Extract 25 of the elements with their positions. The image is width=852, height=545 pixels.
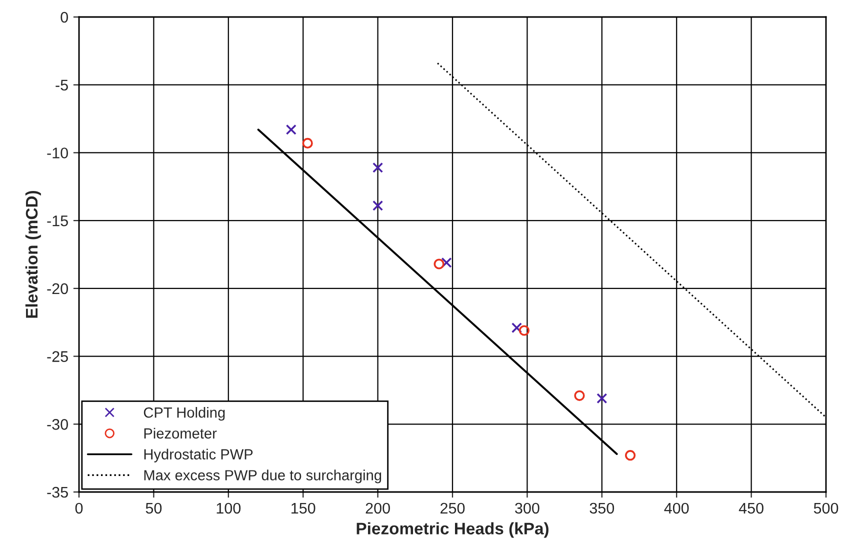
x-tick-label: 150 — [292, 502, 316, 514]
x-tick-label: 350 — [590, 502, 614, 514]
y-tick-label: -10 — [47, 148, 68, 158]
x-tick-label: 100 — [216, 502, 241, 514]
x-tick-label: 450 — [738, 502, 764, 514]
y-tick-label: -25 — [47, 351, 68, 362]
x-tick-label: 400 — [664, 502, 689, 514]
x-axis-title: Piezometric Heads (kPa) — [356, 522, 548, 538]
legend-label: Max excess PWP due to surcharging — [144, 470, 382, 484]
x-tick-label: 200 — [366, 502, 390, 514]
x-tick-label: 0 — [75, 502, 83, 514]
y-tick-label: 0 — [60, 12, 68, 23]
y-tick-label: -5 — [56, 80, 68, 91]
x-tick-label: 50 — [146, 502, 162, 514]
x-tick-label: 300 — [515, 502, 540, 514]
x-tick-label: 500 — [814, 502, 838, 514]
y-tick-label: -30 — [47, 419, 68, 430]
legend-label: CPT Holding — [144, 406, 225, 421]
y-tick-label: -15 — [47, 216, 68, 226]
y-axis-title: Elevation (mCD) — [25, 190, 41, 318]
legend-label: Hydrostatic PWP — [144, 448, 253, 462]
x-tick-label: 250 — [440, 502, 465, 514]
legend-label: Piezometer — [144, 428, 217, 439]
y-tick-label: -20 — [47, 283, 68, 294]
y-tick-label: -35 — [47, 486, 68, 498]
